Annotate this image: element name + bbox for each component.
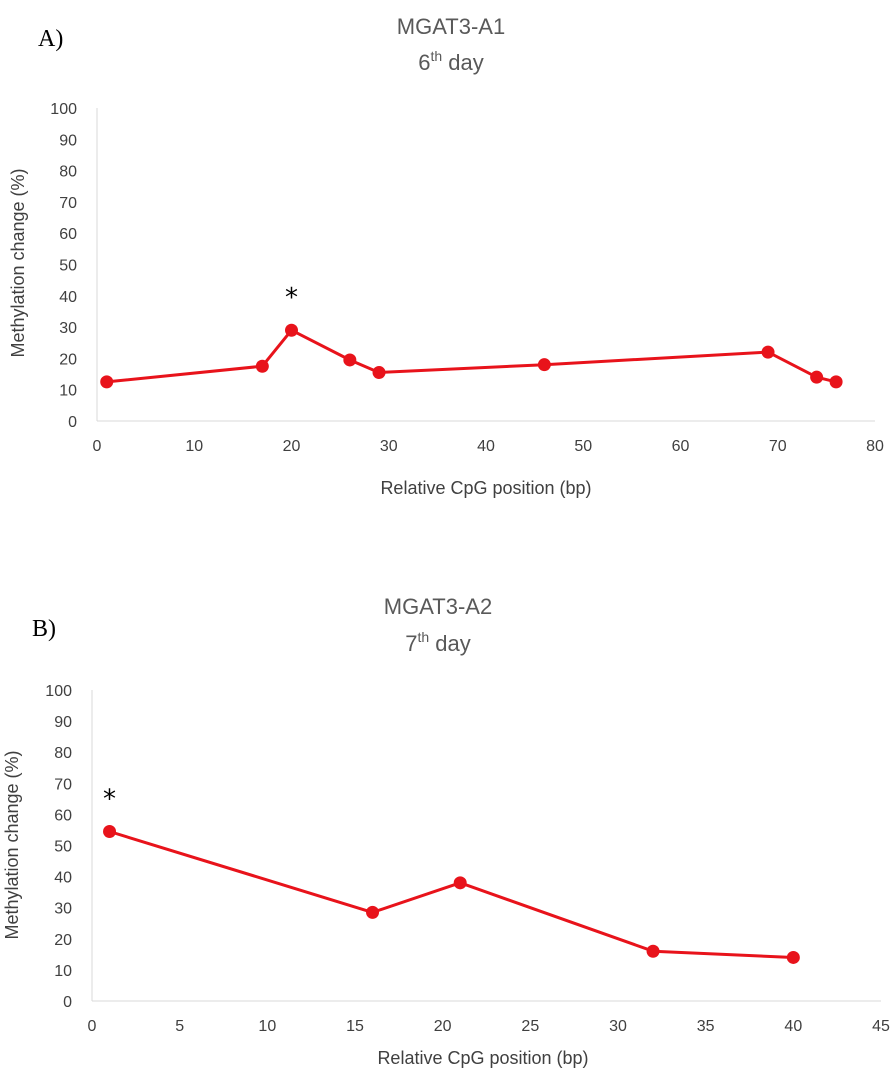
y-tick-label: 50 <box>59 258 77 275</box>
data-point <box>343 353 357 367</box>
y-tick-label: 60 <box>59 226 77 243</box>
plot-area-a: 0 10 20 30 40 50 60 70 80 90 100 0 10 20 30 40 50 60 70 80 * <box>50 101 884 455</box>
y-tick-label: 50 <box>54 839 72 856</box>
data-point <box>366 905 380 919</box>
chart-title-b: MGAT3-A2 <box>384 594 492 619</box>
chart-subtitle-b: 7th day <box>405 629 471 656</box>
x-tick-label: 0 <box>93 438 102 455</box>
x-tick-label: 40 <box>477 438 495 455</box>
chart-title-a: MGAT3-A1 <box>397 14 505 39</box>
y-axis-label-a: Methylation change (%) <box>8 168 28 357</box>
y-tick-label: 30 <box>54 901 72 918</box>
x-tick-label: 45 <box>872 1018 890 1035</box>
x-tick-label: 25 <box>521 1018 539 1035</box>
subtitle-number-b: 7 <box>405 631 417 656</box>
y-tick-label: 40 <box>59 289 77 306</box>
data-point <box>786 950 800 964</box>
y-tick-label: 20 <box>54 932 72 949</box>
x-tick-label: 50 <box>574 438 592 455</box>
y-tick-label: 80 <box>59 164 77 181</box>
chart-panel-b: B) MGAT3-A2 7th day Methylation change (… <box>2 594 890 1068</box>
significance-asterisk: * <box>285 283 298 313</box>
y-tick-label: 10 <box>54 963 72 980</box>
y-tick-label: 100 <box>50 101 77 118</box>
x-tick-label: 20 <box>283 438 301 455</box>
data-point <box>829 375 843 389</box>
x-tick-label: 20 <box>434 1018 452 1035</box>
subtitle-rest-a: day <box>442 50 484 75</box>
y-tick-label: 100 <box>45 683 72 700</box>
panel-label-a: A) <box>38 26 63 52</box>
x-tick-label: 10 <box>258 1018 276 1035</box>
x-tick-label: 80 <box>866 438 884 455</box>
data-point <box>537 358 551 372</box>
y-tick-label: 10 <box>59 383 77 400</box>
y-tick-label: 60 <box>54 807 72 824</box>
x-axis-label-b: Relative CpG position (bp) <box>377 1048 588 1068</box>
y-axis-label-b: Methylation change (%) <box>2 750 22 939</box>
data-point <box>453 876 467 890</box>
series-line <box>106 328 837 384</box>
y-tick-label: 0 <box>68 414 77 431</box>
x-tick-label: 5 <box>175 1018 184 1035</box>
y-tick-label: 90 <box>54 714 72 731</box>
x-axis-label-a: Relative CpG position (bp) <box>380 478 591 498</box>
chart-panel-a: A) MGAT3-A1 6th day Methylation change (… <box>8 14 884 498</box>
x-tick-label: 30 <box>380 438 398 455</box>
y-tick-label: 90 <box>59 132 77 149</box>
x-tick-label: 0 <box>88 1018 97 1035</box>
y-tick-label: 70 <box>54 776 72 793</box>
x-tick-label: 30 <box>609 1018 627 1035</box>
y-tick-label: 80 <box>54 745 72 762</box>
y-tick-label: 0 <box>63 994 72 1011</box>
data-point <box>646 944 660 958</box>
subtitle-sup-b: th <box>417 629 429 645</box>
subtitle-number-a: 6 <box>418 50 430 75</box>
x-tick-label: 40 <box>784 1018 802 1035</box>
data-point <box>761 345 775 359</box>
x-tick-label: 70 <box>769 438 787 455</box>
data-point <box>255 359 269 373</box>
subtitle-rest-b: day <box>429 631 471 656</box>
y-tick-label: 70 <box>59 195 77 212</box>
x-tick-label: 35 <box>697 1018 715 1035</box>
series-line <box>109 830 794 959</box>
y-tick-label: 20 <box>59 351 77 368</box>
data-point <box>103 825 117 839</box>
y-tick-label: 40 <box>54 870 72 887</box>
data-point <box>100 375 114 389</box>
x-tick-label: 10 <box>185 438 203 455</box>
subtitle-sup-a: th <box>430 48 442 64</box>
plot-area-b: 0 10 20 30 40 50 60 70 80 90 100 0 5 10 15 20 25 30 35 40 45… <box>45 683 890 1035</box>
data-point <box>810 370 824 384</box>
data-point <box>285 323 298 337</box>
data-point <box>372 365 386 379</box>
chart-subtitle-a: 6th day <box>418 48 484 75</box>
x-tick-label: 60 <box>672 438 690 455</box>
y-tick-label: 30 <box>59 320 77 337</box>
panel-label-b: B) <box>32 616 56 642</box>
x-tick-label: 15 <box>346 1018 364 1035</box>
significance-asterisk: * <box>103 785 116 815</box>
